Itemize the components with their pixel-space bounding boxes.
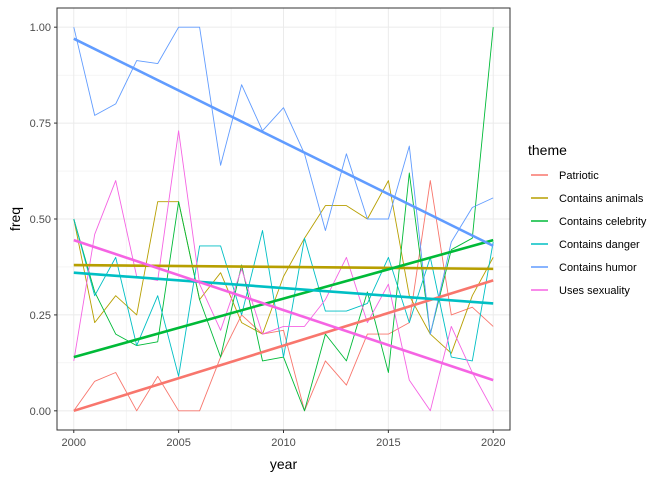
grid-layer xyxy=(57,8,510,430)
y-axis: 0.00 0.25 0.50 0.75 1.00 xyxy=(30,22,57,418)
x-tick-label: 2020 xyxy=(481,437,505,449)
legend-label: Contains danger xyxy=(559,239,640,251)
x-tick-label: 2000 xyxy=(62,437,86,449)
y-tick-label: 0.00 xyxy=(30,406,51,418)
trend-line xyxy=(73,271,494,305)
legend-label: Contains animals xyxy=(559,193,644,205)
trend-lines-layer xyxy=(73,37,494,413)
series-line xyxy=(73,218,494,377)
legend-items: Patriotic Contains animals Contains celebr… xyxy=(531,170,647,297)
y-tick-label: 0.75 xyxy=(30,118,51,130)
trend-line xyxy=(73,238,494,359)
x-tick-label: 2015 xyxy=(376,437,400,449)
trend-line xyxy=(73,37,494,248)
legend-label: Contains humor xyxy=(559,262,637,274)
y-tick-label: 0.25 xyxy=(30,310,51,322)
y-tick-label: 0.50 xyxy=(30,214,51,226)
x-axis-title: year xyxy=(270,456,298,472)
legend-label: Patriotic xyxy=(559,170,599,182)
x-axis: 2000 2005 2010 2015 2020 xyxy=(62,430,505,449)
trend-line xyxy=(73,279,494,413)
legend: theme Patriotic Contains animals Contains … xyxy=(528,142,647,297)
legend-label: Contains celebrity xyxy=(559,216,647,228)
x-tick-label: 2005 xyxy=(166,437,190,449)
series-line xyxy=(73,180,494,412)
trend-line xyxy=(73,238,494,382)
legend-label: Uses sexuality xyxy=(559,285,630,297)
legend-title: theme xyxy=(528,142,567,158)
y-axis-title: freq xyxy=(7,207,23,231)
series-line xyxy=(73,26,494,335)
trend-line xyxy=(73,263,494,271)
x-tick-label: 2010 xyxy=(271,437,295,449)
y-tick-label: 1.00 xyxy=(30,22,51,34)
